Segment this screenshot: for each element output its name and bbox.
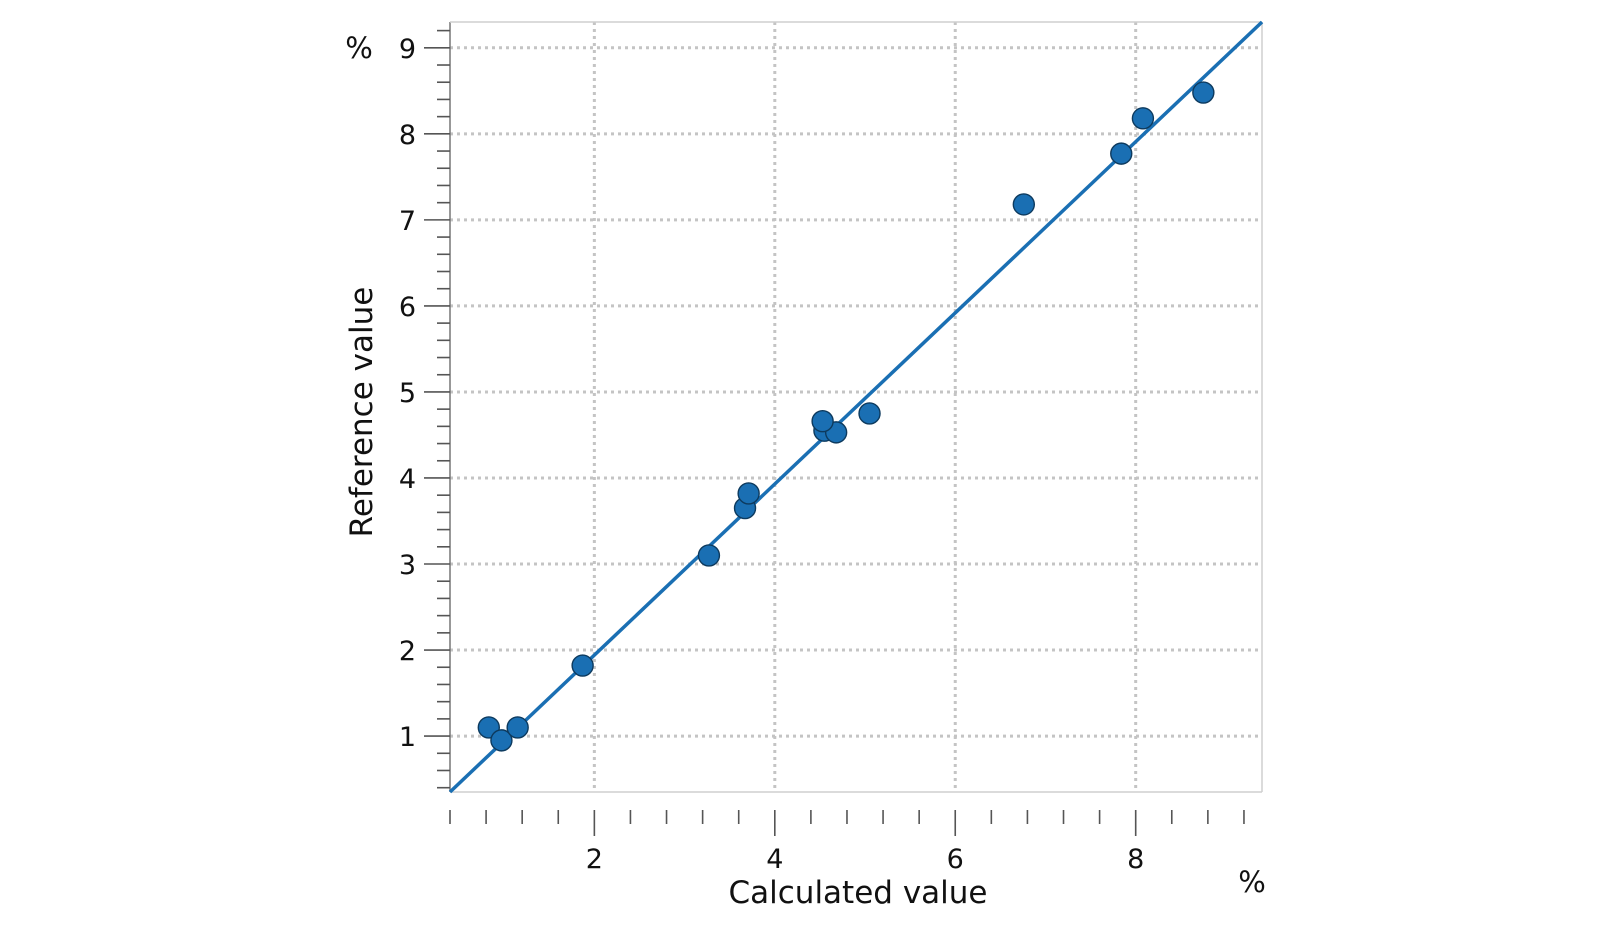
data-points bbox=[477, 81, 1215, 752]
axis-ticks bbox=[424, 29, 1245, 836]
y-tick-label: 9 bbox=[399, 34, 416, 65]
x-tick-label: 4 bbox=[766, 844, 783, 875]
y-tick-label: 7 bbox=[399, 206, 416, 237]
data-point bbox=[858, 402, 881, 425]
y-axis-title: Reference value bbox=[344, 287, 380, 538]
y-axis-unit: % bbox=[345, 31, 373, 65]
x-axis-unit: % bbox=[1238, 865, 1266, 899]
data-point bbox=[1192, 81, 1215, 104]
tick-labels: 1 2 3 4 5 6 7 8 9 2 4 6 8 bbox=[399, 34, 1144, 875]
data-point bbox=[571, 654, 594, 677]
grid-lines bbox=[450, 22, 1262, 792]
data-point bbox=[490, 729, 513, 752]
data-point bbox=[1131, 107, 1155, 130]
x-tick-label: 2 bbox=[586, 844, 603, 875]
y-tick-label: 5 bbox=[399, 378, 416, 409]
y-tick-label: 6 bbox=[399, 292, 416, 323]
regression-line bbox=[448, 20, 1264, 794]
data-point bbox=[811, 409, 834, 433]
data-point bbox=[737, 482, 760, 505]
y-tick-label: 8 bbox=[399, 120, 416, 151]
fit-line bbox=[448, 20, 1264, 794]
y-tick-label: 4 bbox=[399, 464, 416, 495]
data-point bbox=[697, 544, 721, 567]
data-point bbox=[506, 716, 529, 739]
y-tick-label: 1 bbox=[399, 722, 416, 753]
y-tick-label: 2 bbox=[399, 636, 416, 667]
data-point bbox=[1012, 193, 1036, 216]
data-point bbox=[1110, 142, 1133, 165]
x-axis-title: Calculated value bbox=[729, 875, 988, 911]
x-tick-label: 8 bbox=[1127, 844, 1144, 875]
x-tick-label: 6 bbox=[947, 844, 964, 875]
y-tick-label: 3 bbox=[399, 550, 416, 581]
